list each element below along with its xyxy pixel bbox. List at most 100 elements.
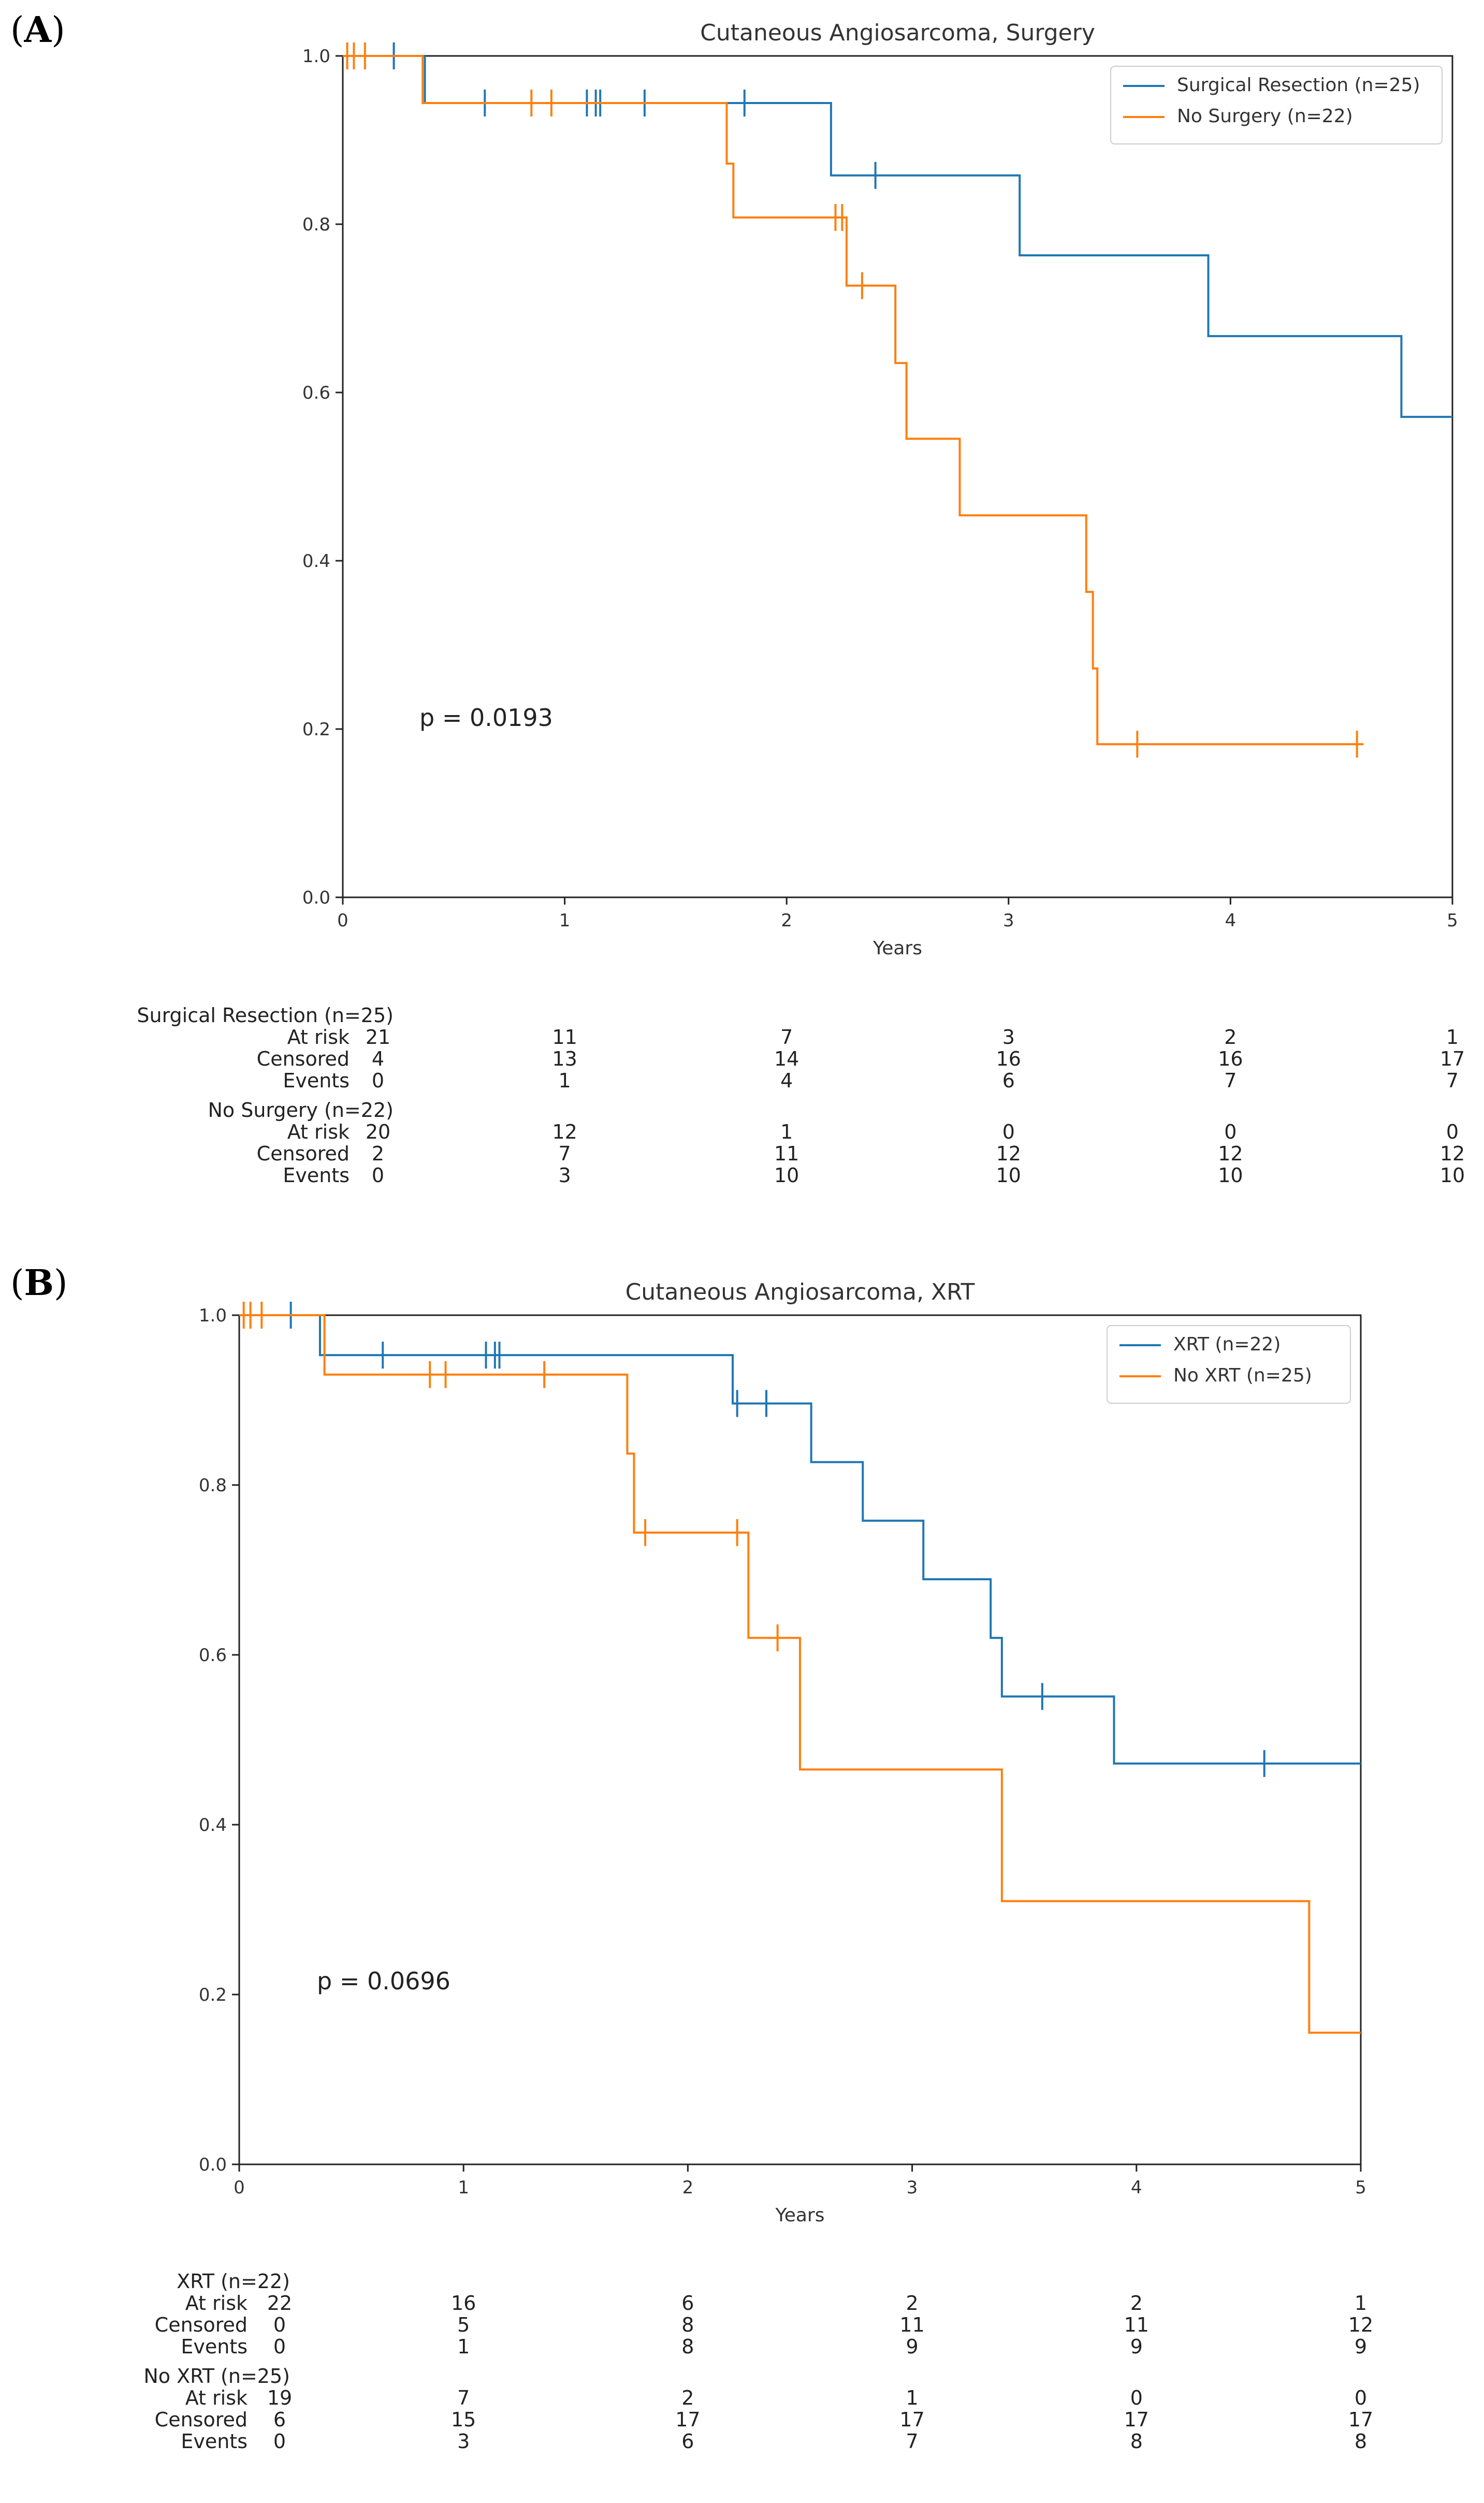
risk-value: 2	[1130, 2292, 1143, 2315]
risk-value: 17	[1348, 2408, 1374, 2431]
legend-box	[1110, 66, 1443, 144]
risk-value: 11	[1124, 2313, 1149, 2336]
risk-row-label: Censored	[154, 2313, 248, 2336]
km-chart-surgery: Cutaneous Angiosarcoma, Surgery 0 1 2 3 4 5 0.0…	[302, 20, 1458, 959]
y-tick-label: 0.8	[302, 214, 330, 235]
risk-value: 10	[1218, 1163, 1243, 1187]
risk-value: 5	[457, 2313, 470, 2336]
risk-value: 16	[1218, 1047, 1243, 1070]
risk-table-surgery: Surgical Resection (n=25) At risk 21 11 7 3 2 1…	[0, 1005, 1484, 1222]
risk-value: 12	[1439, 1142, 1465, 1165]
risk-value: 7	[780, 1026, 793, 1049]
risk-value: 0	[273, 2429, 286, 2453]
km-chart-xrt: Cutaneous Angiosarcoma, XRT 0 1 2 3 4 5 0.0 0.2 0…	[199, 1279, 1366, 2226]
x-tick-label: 3	[1003, 910, 1014, 931]
risk-row-label: At risk	[287, 1026, 350, 1049]
risk-value: 2	[681, 2386, 694, 2409]
legend-entry-0: XRT (n=22)	[1173, 1334, 1281, 1355]
risk-value: 10	[996, 1163, 1021, 1187]
risk-value: 10	[774, 1163, 799, 1187]
risk-value: 0	[273, 2313, 286, 2336]
risk-value: 3	[457, 2429, 470, 2453]
y-tick-label: 1.0	[302, 46, 330, 67]
risk-value: 1	[1446, 1026, 1459, 1049]
y-tick-label: 1.0	[199, 1305, 227, 1326]
y-tick-label: 0.0	[199, 2155, 227, 2175]
x-tick-label: 4	[1225, 910, 1236, 931]
risk-value: 14	[774, 1047, 799, 1070]
risk-value: 11	[899, 2313, 925, 2336]
y-tick-label: 0.2	[302, 719, 330, 740]
risk-value: 11	[552, 1026, 577, 1049]
risk-row-label: Censored	[154, 2408, 248, 2431]
risk-value: 20	[365, 1120, 391, 1143]
risk-row-label: At risk	[185, 2292, 248, 2315]
risk-value: 0	[1002, 1120, 1015, 1143]
risk-value: 0	[1446, 1120, 1459, 1143]
x-tick-label: 2	[781, 910, 792, 931]
risk-value: 7	[906, 2429, 919, 2453]
risk-value: 6	[1002, 1069, 1015, 1092]
risk-value: 0	[371, 1069, 385, 1092]
legend: Surgical Resection (n=25) No Surgery (n=2…	[1110, 66, 1443, 144]
risk-value: 12	[996, 1142, 1021, 1165]
risk-value: 0	[1130, 2386, 1143, 2409]
risk-group-title: Surgical Resection (n=25)	[137, 1004, 394, 1027]
risk-table-xrt: XRT (n=22) At risk 22 16 6 2 2 1 Censored 0 5 8 11 11…	[0, 2271, 1484, 2498]
risk-value: 1	[558, 1069, 571, 1092]
x-tick-label: 5	[1355, 2177, 1366, 2198]
risk-value: 22	[267, 2292, 293, 2315]
risk-row-label: Events	[181, 2429, 248, 2453]
chart-title: Cutaneous Angiosarcoma, Surgery	[700, 20, 1095, 46]
risk-value: 1	[906, 2386, 919, 2409]
risk-value: 11	[774, 1142, 799, 1165]
risk-row-label: At risk	[185, 2386, 248, 2409]
risk-value: 8	[681, 2313, 694, 2336]
risk-group-title: No XRT (n=25)	[143, 2364, 290, 2388]
x-tick-label: 0	[234, 2177, 245, 2198]
plot-frame	[342, 55, 1453, 898]
risk-value: 16	[451, 2292, 476, 2315]
x-tick-label: 1	[458, 2177, 469, 2198]
risk-value: 17	[1439, 1047, 1465, 1070]
risk-row-label: Events	[283, 1069, 350, 1092]
risk-value: 17	[675, 2408, 701, 2431]
risk-value: 13	[552, 1047, 577, 1070]
risk-value: 4	[371, 1047, 385, 1070]
legend-entry-0: Surgical Resection (n=25)	[1177, 75, 1420, 96]
risk-row-label: Censored	[256, 1047, 350, 1070]
risk-value: 1	[457, 2335, 470, 2358]
risk-value: 12	[1348, 2313, 1374, 2336]
y-tick-label: 0.6	[199, 1645, 227, 1666]
risk-value: 17	[1124, 2408, 1149, 2431]
legend-entry-1: No Surgery (n=22)	[1177, 106, 1353, 127]
x-tick-label: 1	[559, 910, 571, 931]
series-line-0	[239, 1314, 1361, 1765]
x-tick-label: 3	[907, 2177, 918, 2198]
risk-value: 6	[681, 2292, 694, 2315]
risk-value: 2	[1224, 1026, 1237, 1049]
y-tick-label: 0.6	[302, 383, 330, 403]
panel-label-a: (A)	[10, 9, 65, 51]
risk-value: 10	[1439, 1163, 1465, 1187]
risk-value: 1	[780, 1120, 793, 1143]
risk-value: 8	[681, 2335, 694, 2358]
risk-value: 7	[1224, 1069, 1237, 1092]
risk-value: 7	[457, 2386, 470, 2409]
risk-value: 21	[365, 1026, 391, 1049]
risk-value: 8	[1354, 2429, 1367, 2453]
chart-title: Cutaneous Angiosarcoma, XRT	[625, 1279, 975, 1305]
risk-value: 16	[996, 1047, 1021, 1070]
x-axis-label: Years	[775, 2205, 825, 2226]
x-tick-label: 4	[1131, 2177, 1142, 2198]
risk-value: 9	[906, 2335, 919, 2358]
panel-label-b: (B)	[10, 1262, 68, 1304]
risk-row-label: Events	[181, 2335, 248, 2358]
x-tick-label: 0	[337, 910, 348, 931]
plot-frame	[238, 1314, 1362, 2165]
risk-row-label: Events	[283, 1163, 350, 1187]
risk-value: 2	[371, 1142, 385, 1165]
risk-value: 0	[371, 1163, 385, 1187]
risk-value: 9	[1354, 2335, 1367, 2358]
series-line-1	[343, 55, 1364, 746]
